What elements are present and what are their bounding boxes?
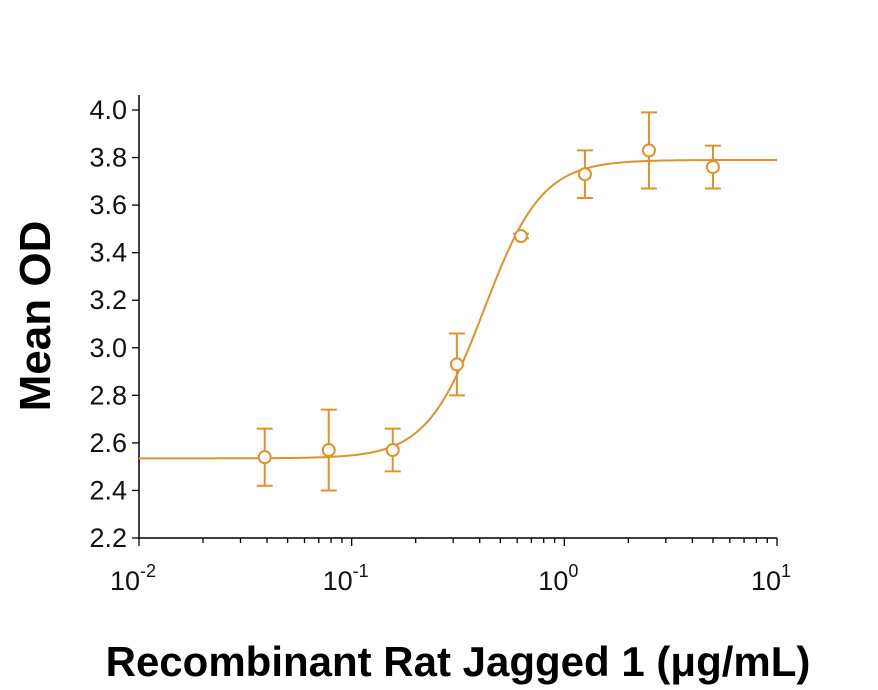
x-tick-label: 10-1: [323, 561, 369, 596]
x-tick-base: 10: [110, 566, 140, 596]
x-tick-exponent: -2: [140, 561, 156, 581]
data-marker: [385, 443, 400, 458]
x-tick-base: 10: [538, 566, 568, 596]
data-point: [576, 149, 593, 199]
x-tick-base: 10: [751, 566, 781, 596]
x-tick-base: 10: [323, 566, 353, 596]
y-tick-label: 3.0: [89, 333, 127, 363]
fit-curve-layer: [139, 158, 777, 460]
data-point: [640, 111, 657, 190]
x-tick-exponent: 1: [781, 561, 791, 581]
x-tick-exponent: -1: [353, 561, 369, 581]
data-marker: [513, 229, 528, 244]
data-points: [256, 111, 721, 492]
y-tick-label: 2.8: [89, 380, 127, 410]
y-ticks: 2.2 2.4 2.6 2.8 3.0 3.2 3.4 3.6 3.8 4.0: [89, 95, 139, 553]
data-point: [320, 408, 337, 492]
data-point: [704, 144, 721, 190]
data-marker: [577, 167, 592, 182]
data-point: [384, 427, 401, 473]
data-point: [256, 427, 273, 487]
data-point: [448, 332, 465, 397]
x-tick-label: 10-2: [110, 561, 156, 596]
y-tick-label: 2.4: [89, 475, 127, 505]
fit-curve: [139, 158, 777, 460]
y-tick-label: 3.8: [89, 143, 127, 173]
axes: [138, 95, 777, 539]
y-tick-label: 4.0: [89, 95, 127, 125]
x-axis-title: Recombinant Rat Jagged 1 (μg/mL): [106, 638, 811, 685]
y-axis-title: Mean OD: [11, 221, 60, 412]
x-tick-label: 101: [751, 561, 791, 596]
data-marker: [705, 160, 720, 175]
y-tick-label: 3.4: [89, 238, 127, 268]
y-tick-label: 3.2: [89, 285, 127, 315]
y-tick-label: 2.6: [89, 428, 127, 458]
data-point: [512, 229, 529, 244]
y-tick-label: 3.6: [89, 190, 127, 220]
data-marker: [641, 143, 656, 158]
x-ticks: 10-2 10-1 100 101: [110, 538, 791, 596]
y-tick-label: 2.2: [89, 523, 127, 553]
x-tick-label: 100: [538, 561, 578, 596]
data-marker: [449, 357, 464, 372]
data-marker: [321, 443, 336, 458]
data-marker: [257, 450, 272, 465]
x-tick-exponent: 0: [568, 561, 578, 581]
